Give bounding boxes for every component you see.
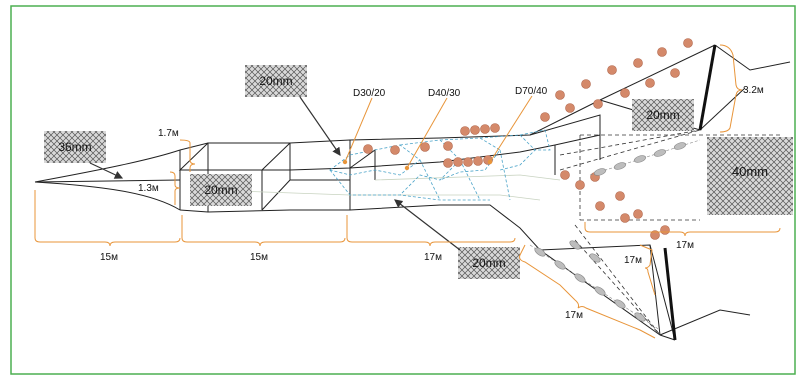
code-d70: D70/40 xyxy=(515,86,548,97)
mesh-swatch-right-top: 20mm xyxy=(632,99,694,131)
sinkers-lower xyxy=(529,240,661,331)
mesh-swatch-wing: 36mm xyxy=(44,131,106,163)
mesh-swatch-left: 20mm xyxy=(190,174,252,206)
dim-segment-lower: 17м xyxy=(565,310,583,321)
code-leaders xyxy=(344,95,533,169)
dim-mouth-height: 1.3м xyxy=(138,183,159,194)
dim-segment-right: 17м xyxy=(676,240,694,251)
wing-mesh-label: 36mm xyxy=(58,140,91,154)
inner-mesh-panels xyxy=(329,129,551,201)
dim-segment-3: 17м xyxy=(424,252,442,263)
dim-segment-2: 15м xyxy=(250,252,268,263)
dimension-brackets xyxy=(34,44,781,339)
upper-closure-bar xyxy=(698,44,717,131)
upper-mesh-label: 20mm xyxy=(259,74,292,88)
left-mesh-label: 20mm xyxy=(204,183,237,197)
dim-segment-lower-mid: 17м xyxy=(624,255,642,266)
right-big-mesh-label: 40mm xyxy=(732,164,768,179)
sweep-lines xyxy=(207,174,561,201)
dim-end-height: 3.2м xyxy=(743,85,764,96)
code-d40: D40/30 xyxy=(428,88,461,99)
floats xyxy=(363,38,693,240)
dim-top-height: 1.7м xyxy=(158,128,179,139)
inner-guide-lines xyxy=(559,129,780,336)
sinkers-upper xyxy=(589,139,701,176)
lower-mesh-label: 20mm xyxy=(472,256,505,270)
lower-closure-bar xyxy=(663,247,677,341)
right-top-mesh-label: 20mm xyxy=(646,108,679,122)
dim-segment-1: 15м xyxy=(100,252,118,263)
outer-frame xyxy=(10,5,796,375)
code-d30: D30/20 xyxy=(353,88,386,99)
mesh-swatch-lower: 20mm xyxy=(458,247,520,279)
code-markers xyxy=(342,159,493,171)
mesh-swatch-right-big: 40mm xyxy=(707,137,793,215)
mesh-swatch-upper: 20mm xyxy=(245,65,307,97)
pointer-arrows xyxy=(89,96,461,251)
